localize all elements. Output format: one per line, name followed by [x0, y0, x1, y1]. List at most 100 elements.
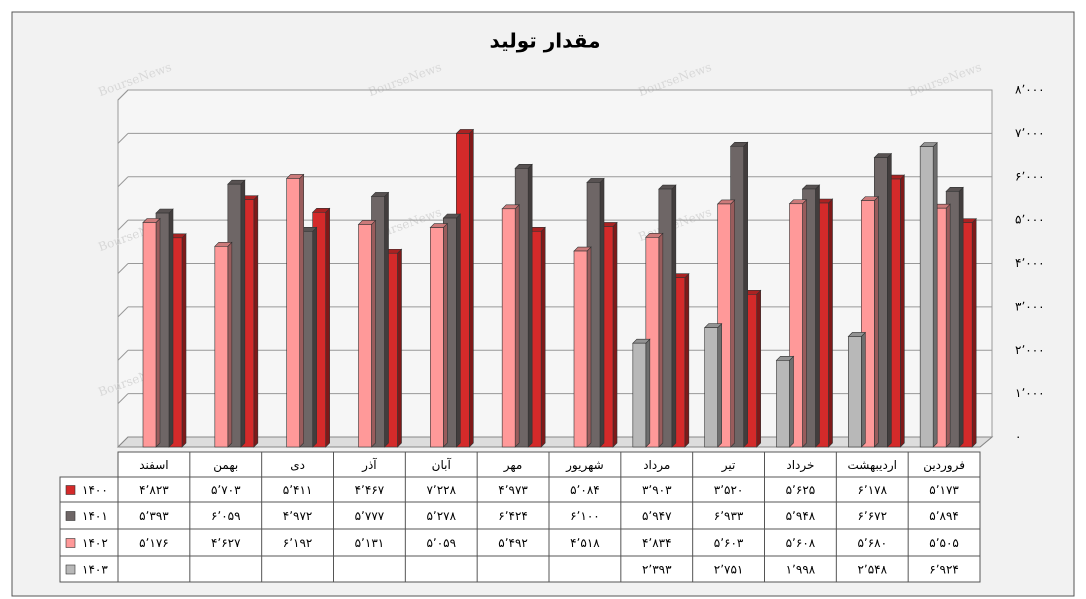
x-tick-label: خرداد	[786, 458, 814, 473]
bar	[573, 250, 588, 448]
y-tick-label: ۰	[1015, 430, 1021, 444]
x-tick-label: تیر	[721, 458, 736, 473]
bar-side	[299, 173, 304, 448]
legend-label: ۱۴۰۱	[82, 509, 108, 523]
bar-side	[815, 184, 820, 448]
table-cell: ۴٬۵۱۸	[570, 536, 600, 550]
table-cell: ۵٬۶۸۰	[857, 536, 887, 550]
table-cell: ۶٬۱۷۸	[857, 483, 887, 497]
table-cell: ۵٬۸۹۴	[929, 509, 959, 523]
grid-line	[117, 349, 129, 361]
bar-side	[397, 248, 402, 448]
table-cell: ۶٬۴۲۴	[498, 509, 528, 523]
table-cell: ۴٬۹۷۳	[498, 483, 528, 497]
table-cell: ۴٬۸۲۳	[139, 483, 169, 497]
bar-side	[671, 184, 677, 448]
table-cell: ۵٬۰۵۹	[426, 536, 456, 550]
bar-side	[599, 177, 605, 448]
grid-line	[117, 393, 129, 404]
bar	[430, 227, 444, 448]
bar-side	[325, 207, 330, 448]
y-tick-label: ۳٬۰۰۰	[1015, 299, 1045, 313]
bar-side	[861, 331, 866, 448]
y-tick-label: ۴٬۰۰۰	[1015, 256, 1045, 270]
bar	[632, 342, 647, 448]
y-tick-label: ۲٬۰۰۰	[1015, 343, 1045, 357]
table-cell: ۲٬۵۴۸	[857, 563, 887, 577]
table-cell: ۵٬۴۱۱	[283, 483, 313, 497]
legend-swatch	[65, 511, 76, 521]
bar-side	[181, 233, 187, 448]
x-tick-label: فروردین	[923, 458, 965, 473]
bar-side	[612, 221, 618, 448]
legend-label: ۱۴۰۳	[82, 563, 108, 577]
grid-line	[117, 133, 129, 144]
table-cell: ۶٬۱۹۲	[283, 536, 313, 550]
bar-side	[900, 174, 905, 448]
x-tick-label: آذر	[361, 457, 377, 473]
x-tick-label: مهر	[503, 458, 523, 473]
bar	[358, 224, 372, 448]
table-cell: ۳٬۹۰۳	[642, 483, 672, 497]
table-cell: ۵٬۷۷۷	[355, 509, 385, 523]
bar-side	[384, 191, 389, 448]
table-cell: ۶٬۰۵۹	[211, 509, 241, 523]
table-cell: ۶٬۱۰۰	[570, 509, 600, 523]
bar-side	[756, 289, 761, 448]
bar-side	[371, 219, 376, 448]
table-cell: ۵٬۶۲۵	[786, 483, 816, 497]
x-tick-label: شهریور	[565, 458, 604, 473]
table-cell: ۵٬۹۴۸	[786, 509, 816, 523]
bar-side	[958, 186, 964, 448]
bar	[142, 222, 157, 448]
y-tick-label: ۵٬۰۰۰	[1015, 213, 1045, 227]
table-cell: ۵٬۴۹۲	[498, 536, 528, 550]
table-cell: ۵٬۱۳۱	[355, 536, 385, 550]
y-tick-label: ۸٬۰۰۰	[1015, 83, 1045, 97]
y-tick-label: ۷٬۰۰۰	[1015, 126, 1045, 140]
bar-side	[240, 179, 246, 448]
bar-side	[253, 194, 259, 448]
table-cell: ۲٬۷۵۱	[714, 563, 744, 577]
bar-side	[828, 198, 833, 448]
table-cell: ۵٬۲۷۸	[426, 509, 456, 523]
x-tick-label: بهمن	[213, 458, 238, 473]
table-cell: ۶٬۹۲۴	[929, 563, 959, 577]
table-cell: ۵٬۰۸۴	[570, 483, 600, 497]
table-cell: ۴٬۹۷۲	[283, 509, 313, 523]
grid-line	[117, 306, 129, 318]
table-cell: ۲٬۳۹۳	[642, 563, 672, 577]
legend-label: ۱۴۰۰	[82, 483, 108, 497]
bar	[501, 208, 516, 448]
bar-side	[527, 163, 533, 448]
bar-side	[540, 226, 546, 448]
bar	[776, 360, 790, 448]
table-cell: ۴٬۸۳۴	[642, 536, 672, 550]
y-tick-label: ۶٬۰۰۰	[1015, 169, 1045, 183]
floor	[116, 436, 994, 448]
bar-side	[227, 241, 233, 448]
table-cell: ۱٬۹۹۸	[786, 563, 816, 577]
table-cell: ۵٬۳۹۳	[139, 509, 169, 523]
bar-side	[586, 246, 592, 448]
bar-side	[887, 152, 892, 448]
bar	[704, 327, 718, 448]
x-tick-label: آبان	[432, 457, 452, 472]
table-cell: ۵٬۹۴۷	[642, 509, 672, 523]
bar-side	[743, 141, 748, 448]
legend-swatch	[65, 485, 76, 495]
x-tick-label: مرداد	[643, 458, 670, 473]
table-cell: ۵٬۵۰۵	[929, 536, 959, 550]
grid-line	[117, 89, 129, 101]
bar-side	[971, 217, 977, 448]
x-tick-label: دی	[290, 458, 305, 472]
bar	[919, 146, 934, 448]
bar	[286, 178, 300, 448]
table-cell: ۳٬۵۲۰	[714, 483, 744, 497]
y-tick-label: ۱٬۰۰۰	[1015, 386, 1045, 400]
bar-side	[802, 199, 807, 448]
bar-side	[456, 213, 461, 448]
legend-swatch	[65, 564, 76, 575]
bar	[214, 246, 229, 448]
